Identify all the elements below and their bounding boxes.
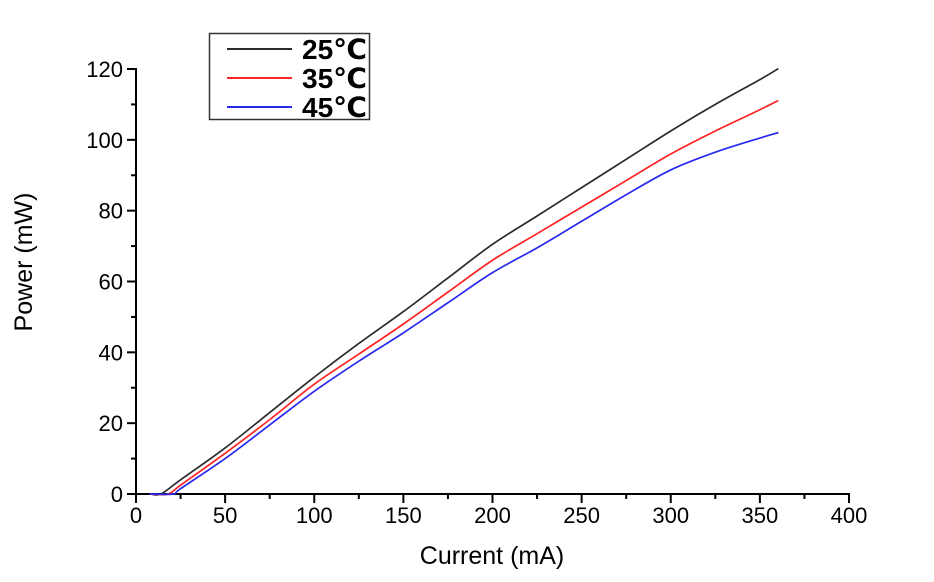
x-tick-label: 0 (130, 503, 142, 528)
series-group (149, 68, 779, 496)
x-tick-label: 300 (652, 503, 689, 528)
x-tick-label: 100 (296, 503, 333, 528)
y-tick-label: 80 (99, 199, 123, 224)
legend-items: 25℃35℃45℃ (227, 34, 367, 123)
axes (135, 68, 850, 495)
legend-label: 35℃ (302, 63, 367, 94)
x-tick-label: 200 (474, 503, 511, 528)
y-axis-title: Power (mW) (10, 193, 38, 332)
legend-item: 45℃ (227, 92, 367, 123)
x-tick-label: 250 (563, 503, 600, 528)
y-tick-label: 0 (111, 482, 123, 507)
y-tick-label: 20 (99, 411, 123, 436)
y-tick-label: 40 (99, 340, 123, 365)
y-tick-group (127, 68, 136, 495)
legend-label: 45℃ (302, 92, 367, 123)
legend: 25℃35℃45℃ (208, 32, 371, 123)
x-tick-label: 400 (831, 503, 868, 528)
y-tick-label: 100 (86, 128, 123, 153)
series-line-1 (149, 100, 779, 496)
y-tick-label: 60 (99, 270, 123, 295)
legend-item: 35℃ (227, 63, 367, 94)
x-tick-label: 350 (742, 503, 779, 528)
legend-label: 25℃ (302, 34, 367, 65)
x-tick-label: 150 (385, 503, 422, 528)
x-tick-label-group: 0 50 100 150 200 250 300 350 400 (130, 503, 867, 528)
legend-box (208, 32, 371, 121)
series-line-2 (149, 131, 779, 496)
legend-item: 25℃ (227, 34, 367, 65)
x-tick-label: 50 (213, 503, 237, 528)
series-line-0 (149, 68, 779, 496)
y-tick-label: 120 (86, 57, 123, 82)
y-tick-label-group: 0 20 40 60 80 100 120 (86, 57, 123, 507)
x-tick-group (135, 494, 850, 503)
x-axis-title: Current (mA) (420, 542, 564, 570)
